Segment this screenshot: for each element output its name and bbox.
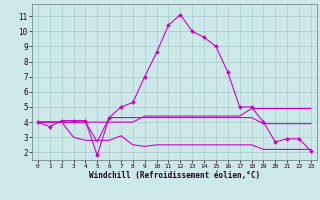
- X-axis label: Windchill (Refroidissement éolien,°C): Windchill (Refroidissement éolien,°C): [89, 171, 260, 180]
